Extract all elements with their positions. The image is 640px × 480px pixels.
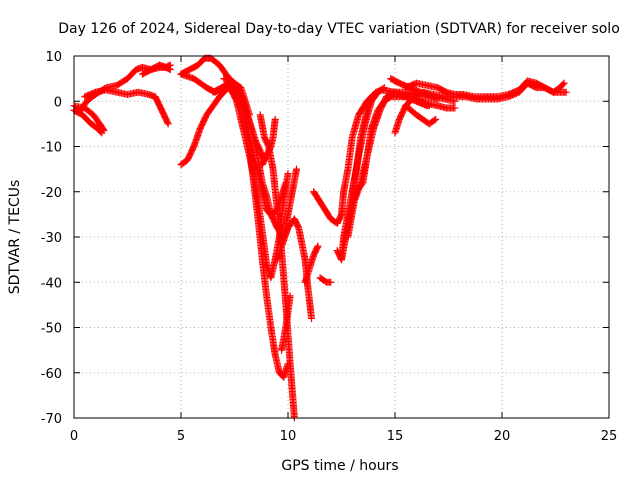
x-tick-label: 25 bbox=[601, 429, 618, 444]
data-point-marker bbox=[286, 292, 294, 300]
y-tick-label: 0 bbox=[54, 95, 62, 110]
data-point-marker bbox=[284, 170, 292, 178]
data-point-marker bbox=[430, 116, 438, 124]
data-point-marker bbox=[293, 165, 301, 173]
x-tick-label: 20 bbox=[494, 429, 511, 444]
data-point-marker bbox=[97, 128, 105, 136]
data-points bbox=[70, 54, 570, 422]
data-point-marker bbox=[327, 278, 335, 286]
data-point-marker bbox=[562, 88, 570, 96]
y-tick-label: -70 bbox=[41, 412, 62, 427]
data-point-marker bbox=[308, 314, 316, 322]
data-point-marker bbox=[451, 104, 459, 112]
y-axis-ticks: 10 0 -10 -20 -30 -40 -50 -60 -70 bbox=[41, 50, 609, 427]
x-tick-label: 10 bbox=[280, 429, 297, 444]
data-point-marker bbox=[379, 85, 387, 93]
x-tick-label: 0 bbox=[70, 429, 78, 444]
data-point-marker bbox=[271, 115, 279, 123]
chart-title: Day 126 of 2024, Sidereal Day-to-day VTE… bbox=[58, 21, 620, 37]
grid-lines bbox=[74, 56, 609, 418]
y-axis-label: SDTVAR / TECUs bbox=[7, 180, 23, 295]
data-point-marker bbox=[164, 120, 172, 128]
x-axis-label: GPS time / hours bbox=[281, 458, 398, 474]
data-point-marker bbox=[432, 115, 440, 123]
y-tick-label: -40 bbox=[41, 276, 62, 291]
x-tick-label: 5 bbox=[177, 429, 185, 444]
data-point-marker bbox=[166, 66, 174, 74]
x-axis-ticks: 0 5 10 15 20 25 bbox=[70, 56, 617, 444]
data-point-marker bbox=[560, 79, 568, 87]
y-tick-label: -60 bbox=[41, 367, 62, 382]
data-point-marker bbox=[451, 97, 459, 105]
data-point-marker bbox=[164, 119, 172, 127]
y-tick-label: -10 bbox=[41, 141, 62, 156]
y-tick-label: -50 bbox=[41, 322, 62, 337]
data-point-marker bbox=[313, 243, 321, 251]
data-point-marker bbox=[282, 179, 290, 187]
y-tick-label: -30 bbox=[41, 231, 62, 246]
x-tick-label: 15 bbox=[387, 429, 404, 444]
y-tick-label: 10 bbox=[45, 50, 62, 65]
data-point-marker bbox=[314, 242, 322, 250]
y-tick-label: -20 bbox=[41, 186, 62, 201]
data-point-marker bbox=[559, 80, 567, 88]
data-point-marker bbox=[380, 84, 388, 92]
data-point-marker bbox=[98, 129, 106, 137]
